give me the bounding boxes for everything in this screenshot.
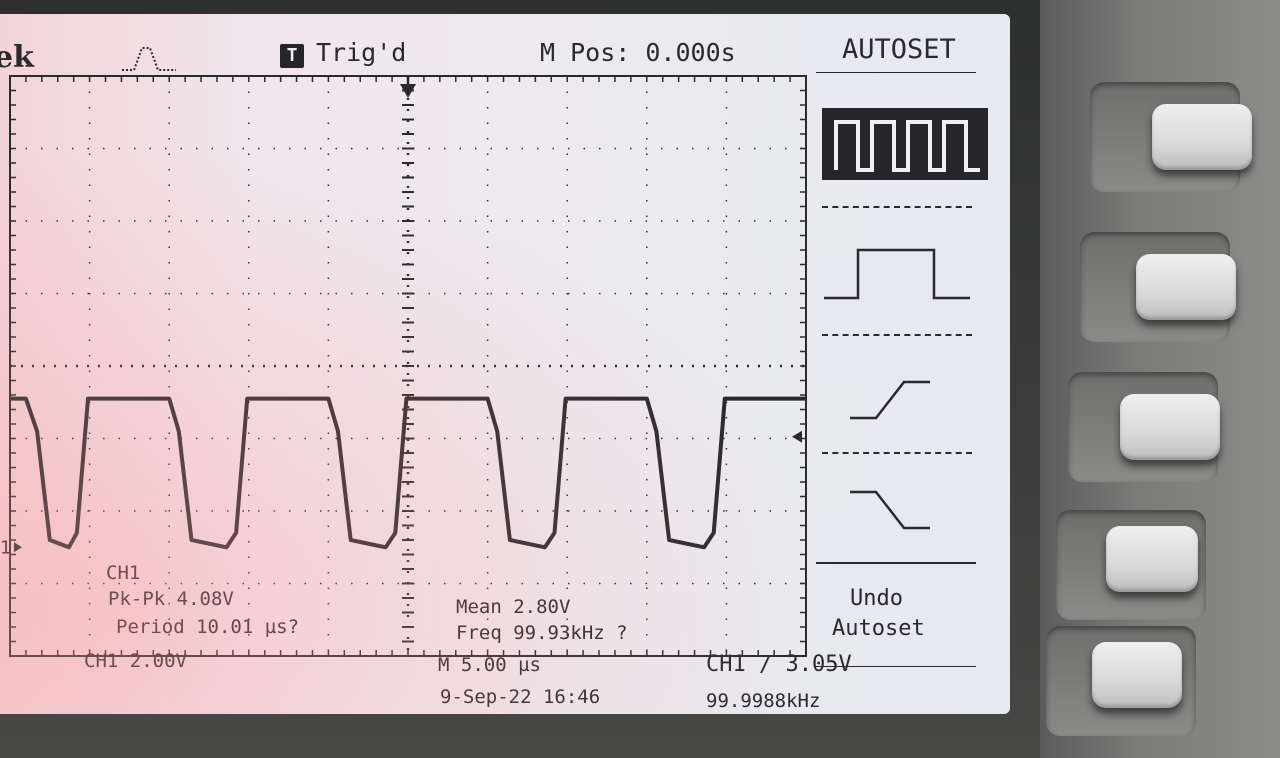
measurement-channel: CH1 (106, 562, 141, 584)
falling-edge-option[interactable] (842, 484, 942, 536)
menu-divider (822, 206, 972, 208)
ch1-volts-per-div: CH1 2.00V (84, 650, 187, 672)
falling-edge-icon (850, 490, 930, 530)
trigger-badge: T (280, 44, 304, 68)
measurement-frequency: Freq 99.93kHz ? (456, 622, 628, 644)
single-cycle-square-wave-option[interactable] (822, 242, 972, 304)
option-button-4[interactable] (1106, 526, 1198, 592)
trigger-status: Trig'd (316, 38, 407, 67)
trigger-frequency: 99.9988kHz (706, 690, 821, 712)
date-time: 9-Sep-22 16:46 (440, 686, 601, 708)
ch1-trace (10, 396, 806, 550)
measurement-period: Period 10.01 µs? (116, 616, 300, 638)
hardware-button-column (1040, 0, 1280, 758)
measurement-pk-pk: Pk-Pk 4.08V (108, 588, 234, 610)
trigger-level-marker (792, 430, 802, 443)
menu-title: AUTOSET (842, 34, 956, 65)
trigger-level: CH1 ∕ 3.05V (706, 652, 852, 677)
menu-divider (822, 334, 972, 336)
multi-cycle-square-wave-icon (834, 120, 980, 172)
menu-position: M Pos: 0.000s (540, 38, 736, 67)
graticule (9, 75, 807, 657)
menu-title-underline (816, 72, 976, 73)
autoset-menu: AUTOSET Undo Autoset (812, 34, 992, 694)
menu-divider (816, 562, 976, 564)
undo-autoset-option[interactable]: Undo Autoset (816, 582, 976, 652)
acquisition-mode-icon (122, 47, 176, 71)
option-button-3[interactable] (1120, 394, 1220, 460)
option-button-5[interactable] (1092, 642, 1182, 708)
graticule-markers (14, 76, 802, 553)
rising-edge-option[interactable] (842, 372, 942, 424)
measurement-mean: Mean 2.80V (456, 596, 571, 618)
trigger-position-marker (400, 84, 416, 98)
multi-cycle-square-wave-option[interactable] (822, 108, 988, 180)
ch1-ground-marker: 1 (0, 537, 11, 558)
menu-divider (816, 666, 976, 667)
waveform-display[interactable]: 1 (0, 14, 812, 714)
menu-divider (822, 452, 972, 454)
timebase: M 5.00 µs (438, 654, 541, 676)
autoset-label: Autoset (832, 616, 925, 641)
option-button-1[interactable] (1152, 104, 1252, 170)
undo-label: Undo (850, 586, 903, 611)
ch1-ground-arrow (14, 542, 22, 553)
oscilloscope-screen: ek T Trig'd M Pos: 0.000s 1 CH1 Pk-Pk 4.… (0, 14, 1010, 714)
rising-edge-icon (850, 380, 930, 420)
brand-logo: ek (0, 40, 34, 75)
option-button-2[interactable] (1136, 254, 1236, 320)
single-cycle-square-wave-icon (824, 248, 970, 300)
